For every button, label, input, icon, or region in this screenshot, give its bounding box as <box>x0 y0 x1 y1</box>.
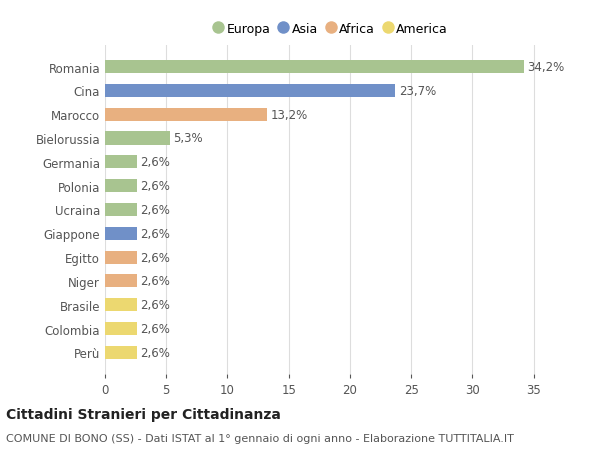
Text: 2,6%: 2,6% <box>140 299 170 312</box>
Text: 2,6%: 2,6% <box>140 203 170 217</box>
Text: 2,6%: 2,6% <box>140 275 170 288</box>
Bar <box>105 298 137 312</box>
Bar <box>105 346 137 359</box>
Bar <box>105 227 137 241</box>
Bar <box>105 203 137 217</box>
Text: 2,6%: 2,6% <box>140 227 170 240</box>
Text: 2,6%: 2,6% <box>140 156 170 169</box>
Text: 2,6%: 2,6% <box>140 251 170 264</box>
Bar <box>105 132 170 145</box>
Text: 2,6%: 2,6% <box>140 180 170 193</box>
Bar <box>105 251 137 264</box>
Bar <box>105 322 137 336</box>
Bar <box>105 84 395 98</box>
Text: 13,2%: 13,2% <box>270 108 308 121</box>
Text: 2,6%: 2,6% <box>140 322 170 336</box>
Text: 34,2%: 34,2% <box>527 61 565 74</box>
Bar <box>105 108 266 122</box>
Text: Cittadini Stranieri per Cittadinanza: Cittadini Stranieri per Cittadinanza <box>6 407 281 421</box>
Bar <box>105 179 137 193</box>
Bar <box>105 275 137 288</box>
Text: COMUNE DI BONO (SS) - Dati ISTAT al 1° gennaio di ogni anno - Elaborazione TUTTI: COMUNE DI BONO (SS) - Dati ISTAT al 1° g… <box>6 433 514 442</box>
Text: 5,3%: 5,3% <box>173 132 203 145</box>
Bar <box>105 61 524 74</box>
Text: 2,6%: 2,6% <box>140 346 170 359</box>
Text: 23,7%: 23,7% <box>399 84 436 98</box>
Bar <box>105 156 137 169</box>
Legend: Europa, Asia, Africa, America: Europa, Asia, Africa, America <box>211 19 452 40</box>
